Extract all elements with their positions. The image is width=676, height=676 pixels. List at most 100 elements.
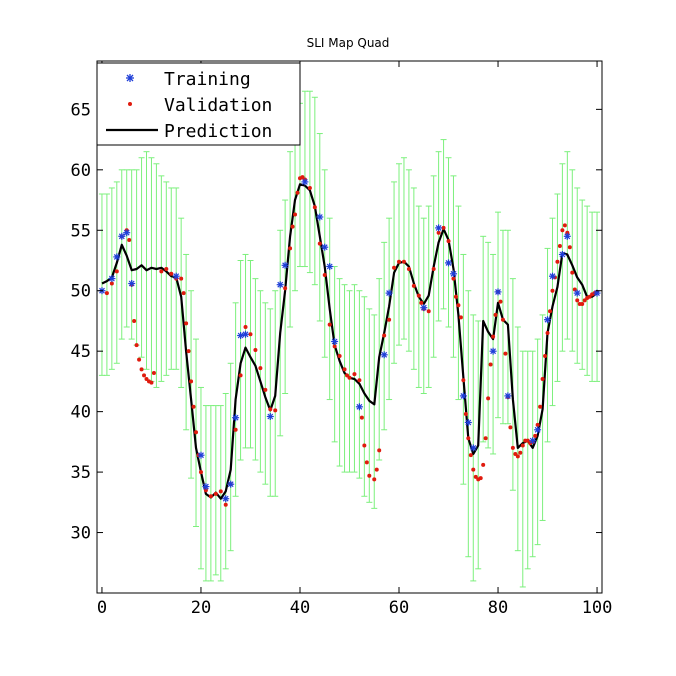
validation-point — [525, 438, 530, 443]
validation-point — [471, 467, 476, 472]
validation-point — [332, 344, 337, 349]
legend-label-validation: Validation — [164, 95, 272, 116]
validation-point — [458, 315, 463, 320]
validation-point — [139, 367, 144, 372]
training-point — [459, 392, 467, 400]
validation-point — [169, 271, 174, 276]
training-point — [118, 232, 126, 240]
validation-point — [411, 283, 416, 288]
validation-point — [213, 491, 218, 496]
validation-point — [538, 404, 543, 409]
chart-title: SLI Map Quad — [307, 36, 390, 50]
validation-point — [283, 286, 288, 291]
training-point — [222, 495, 230, 503]
plot-frame — [96, 60, 603, 594]
error-bar — [495, 211, 502, 419]
validation-point — [359, 415, 364, 420]
validation-point — [463, 412, 468, 417]
validation-point — [114, 269, 119, 274]
training-point — [108, 275, 116, 283]
x-tick-label: 40 — [290, 598, 310, 618]
training-point — [385, 289, 393, 297]
training-point — [331, 338, 339, 345]
validation-point — [416, 293, 421, 298]
training-point — [202, 483, 210, 491]
validation-point — [203, 488, 208, 493]
validation-point — [186, 349, 191, 354]
training-series — [98, 178, 601, 503]
validation-point — [377, 448, 382, 453]
validation-point — [184, 321, 189, 326]
error-bar — [311, 96, 318, 286]
validation-point — [189, 379, 194, 384]
error-bar — [455, 205, 462, 401]
validation-point — [295, 190, 300, 195]
training-point — [326, 263, 334, 270]
error-bar — [163, 181, 170, 376]
training-point — [172, 272, 180, 280]
error-bar — [188, 290, 195, 479]
validation-point — [258, 366, 263, 371]
validation-point — [572, 287, 577, 292]
validation-point — [367, 473, 372, 478]
validation-point — [510, 445, 515, 450]
training-point — [232, 414, 240, 422]
training-point — [237, 332, 245, 339]
x-tick-label: 20 — [191, 598, 211, 618]
training-point — [123, 229, 131, 237]
validation-point — [347, 375, 352, 380]
validation-point — [555, 259, 560, 264]
validation-point — [419, 300, 424, 305]
validation-point — [248, 332, 253, 337]
validation-point — [208, 494, 213, 499]
validation-point — [453, 294, 458, 299]
validation-point — [357, 378, 362, 383]
error-bar — [222, 393, 229, 570]
validation-point — [144, 376, 149, 381]
validation-point — [488, 362, 493, 367]
training-point — [321, 243, 329, 251]
validation-point — [478, 476, 483, 481]
error-bar — [153, 163, 160, 388]
validation-point — [104, 291, 109, 296]
error-bar — [405, 169, 412, 352]
validation-point — [582, 298, 587, 303]
training-point — [355, 403, 363, 411]
validation-point — [548, 309, 553, 314]
validation-point — [179, 276, 184, 281]
validation-point — [500, 317, 505, 322]
legend-label-prediction: Prediction — [164, 121, 272, 142]
training-point — [563, 232, 571, 240]
validation-point — [567, 245, 572, 250]
error-bar — [435, 151, 442, 322]
training-point — [281, 261, 289, 269]
y-tick-label: 50 — [71, 282, 91, 302]
validation-point — [364, 460, 369, 465]
validation-point — [290, 224, 295, 229]
error-bar — [366, 308, 373, 503]
error-bar — [143, 151, 150, 370]
x-tick-label: 0 — [97, 598, 107, 618]
validation-point — [557, 243, 562, 248]
error-bar — [306, 90, 313, 274]
training-point — [573, 289, 581, 297]
validation-point — [387, 317, 392, 322]
x-tick-label: 60 — [389, 598, 409, 618]
validation-point — [159, 269, 164, 274]
validation-point — [238, 373, 243, 378]
validation-point — [134, 343, 139, 348]
validation-point — [441, 225, 446, 230]
validation-point — [164, 266, 169, 271]
validation-point — [515, 454, 520, 459]
validation-point — [273, 408, 278, 413]
validation-point — [535, 422, 540, 427]
training-point — [469, 444, 477, 452]
error-bar — [376, 278, 383, 461]
training-point — [420, 304, 428, 312]
validation-point — [307, 185, 312, 190]
error-bar — [371, 314, 378, 509]
training-point — [549, 272, 556, 280]
validation-point — [243, 325, 248, 329]
validation-point — [223, 502, 228, 507]
y-tick-label: 30 — [71, 524, 91, 544]
